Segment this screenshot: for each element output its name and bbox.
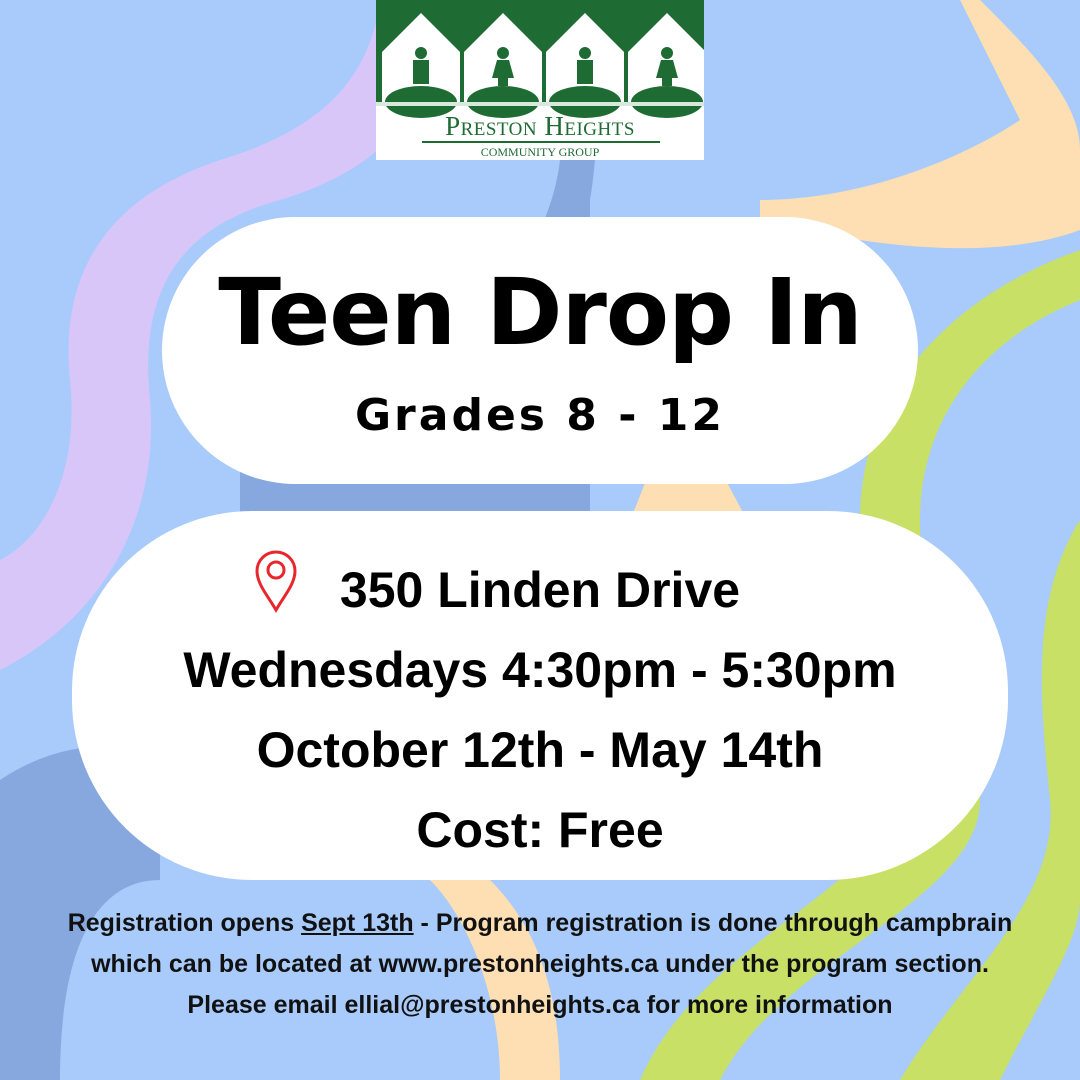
logo-subtitle: COMMUNITY GROUP xyxy=(480,145,600,159)
contact-info: Please email ellial@prestonheights.ca fo… xyxy=(187,991,893,1019)
logo-title: Preston Heights xyxy=(445,111,635,141)
page-title: Teen Drop In xyxy=(218,259,862,366)
grades-label: Grades 8 - 12 xyxy=(354,390,726,441)
title-panel xyxy=(162,217,918,484)
location-pin-icon xyxy=(255,550,297,613)
registration-date: Sept 13th xyxy=(301,909,414,937)
registration-details: - Program registration is done through c… xyxy=(91,909,1013,978)
cost: Cost: Free xyxy=(416,802,664,858)
registration-prefix: Registration opens xyxy=(67,909,302,937)
address: 350 Linden Drive xyxy=(339,562,741,618)
preston-heights-logo: Preston Heights COMMUNITY GROUP xyxy=(376,0,704,160)
schedule: Wednesdays 4:30pm - 5:30pm xyxy=(183,642,897,698)
date-range: October 12th - May 14th xyxy=(256,722,824,778)
registration-info: Registration opens Sept 13th - Program r… xyxy=(40,903,1040,1026)
logo-divider xyxy=(422,141,660,143)
houses-logo-icon xyxy=(376,0,704,118)
details-panel xyxy=(72,511,1008,880)
